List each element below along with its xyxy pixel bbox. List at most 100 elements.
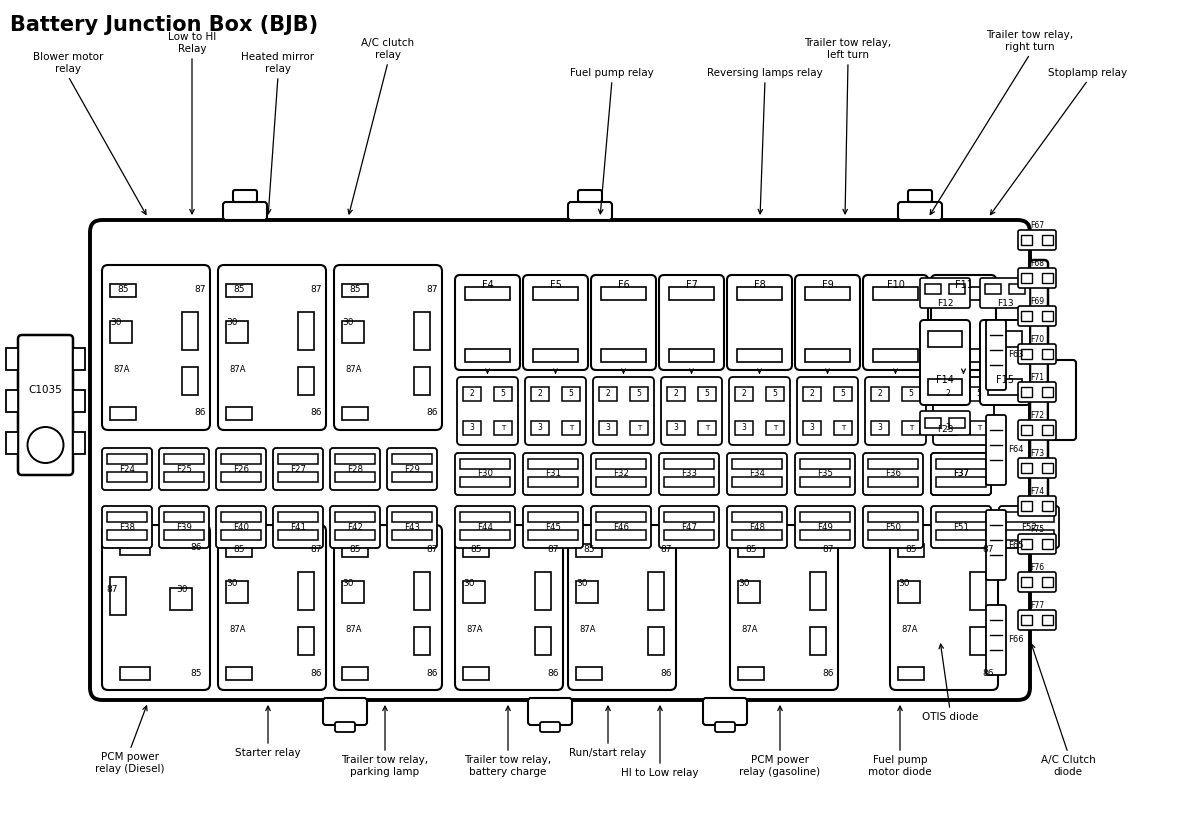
Bar [731,459,782,469]
FancyBboxPatch shape [931,506,991,548]
Bar [464,421,480,435]
Bar [649,572,664,610]
FancyBboxPatch shape [980,278,1030,308]
Text: 85: 85 [349,545,360,554]
Bar [107,512,147,522]
Bar [392,530,432,540]
Text: F63: F63 [1008,350,1023,359]
FancyBboxPatch shape [591,275,656,370]
FancyBboxPatch shape [1018,610,1056,630]
Text: 85: 85 [746,545,757,554]
Text: 5: 5 [909,389,914,398]
Bar [800,477,850,487]
FancyBboxPatch shape [727,453,787,495]
Bar [970,572,986,610]
FancyBboxPatch shape [1018,420,1056,440]
FancyBboxPatch shape [931,453,991,495]
Bar [737,349,782,362]
Bar [1042,235,1053,245]
Bar [737,667,764,680]
Text: 87: 87 [195,286,205,295]
Bar [737,544,764,557]
Bar [226,407,252,420]
Text: F6: F6 [617,280,629,290]
Bar [1042,501,1053,511]
Bar [342,284,368,297]
Bar [805,349,850,362]
Bar [936,530,986,540]
Text: F29: F29 [404,465,420,473]
Text: F23: F23 [937,426,954,434]
Bar [873,349,918,362]
Bar [809,572,826,610]
Bar [165,512,204,522]
Bar [936,459,986,469]
FancyBboxPatch shape [797,377,858,445]
Bar [342,667,368,680]
FancyBboxPatch shape [908,190,932,202]
FancyBboxPatch shape [864,506,924,548]
Bar [298,367,313,395]
Text: 3: 3 [945,423,950,432]
Text: 85: 85 [349,286,360,295]
Bar [868,477,918,487]
Text: 2: 2 [538,389,543,398]
Bar [533,287,578,300]
Text: Reversing lamps relay: Reversing lamps relay [707,68,823,78]
Bar [165,530,204,540]
Bar [534,572,551,610]
Text: PCM power
relay (Diesel): PCM power relay (Diesel) [95,752,165,774]
Text: F26: F26 [233,465,249,473]
Bar [766,387,784,401]
Bar [226,321,247,343]
Bar [949,418,964,428]
Text: OTIS diode: OTIS diode [922,712,978,722]
FancyBboxPatch shape [591,506,651,548]
Text: 87A: 87A [229,626,246,634]
Bar [1004,530,1054,540]
Bar [226,667,252,680]
Bar [1042,425,1053,435]
Text: T: T [637,425,641,431]
Bar [800,512,850,522]
Text: F64: F64 [1008,446,1023,455]
Bar [528,512,578,522]
Bar [1042,349,1053,359]
Bar [342,407,368,420]
Bar [737,581,760,603]
FancyBboxPatch shape [102,265,210,430]
Bar [221,472,261,482]
Bar [1042,311,1053,321]
Bar [534,627,551,655]
Bar [942,287,986,300]
FancyBboxPatch shape [159,506,209,548]
FancyBboxPatch shape [18,335,73,475]
FancyBboxPatch shape [865,377,926,445]
Text: F44: F44 [477,523,492,531]
Bar [107,472,147,482]
Text: Trailer tow relay,
right turn: Trailer tow relay, right turn [986,31,1074,52]
Text: 85: 85 [233,286,245,295]
Text: F67: F67 [1030,222,1044,231]
FancyBboxPatch shape [727,275,791,370]
Bar [110,407,136,420]
Text: F48: F48 [749,523,765,531]
Text: 87A: 87A [467,626,483,634]
Bar [669,287,715,300]
Bar [494,421,512,435]
Bar [1021,387,1032,397]
Text: F35: F35 [817,470,833,479]
FancyBboxPatch shape [661,377,722,445]
Text: F10: F10 [886,280,904,290]
FancyBboxPatch shape [986,510,1006,580]
Text: F25: F25 [177,465,192,473]
Text: F30: F30 [477,470,492,479]
FancyBboxPatch shape [730,525,838,690]
Bar [649,627,664,655]
Bar [698,387,716,401]
FancyBboxPatch shape [986,415,1006,485]
Bar [833,421,852,435]
Text: Run/start relay: Run/start relay [569,748,646,758]
Bar [1042,577,1053,587]
Bar [664,459,715,469]
